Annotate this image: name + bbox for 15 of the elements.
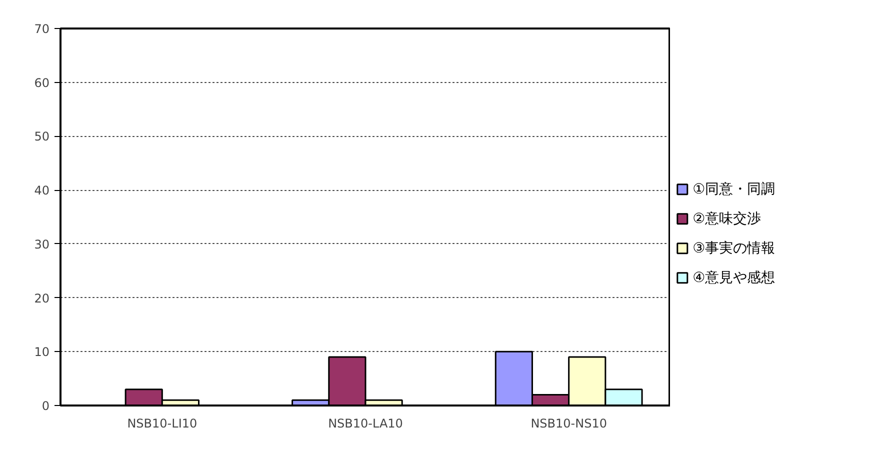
y-tick-label: 50 — [34, 130, 50, 144]
x-tick-label: NSB10-LA10 — [328, 416, 403, 430]
y-tick-label: 0 — [42, 399, 50, 413]
y-tick-label: 20 — [34, 291, 50, 306]
y-tick-label: 40 — [34, 184, 50, 198]
legend-label: ④意見や感想 — [692, 270, 776, 286]
x-tick-label: NSB10-NS10 — [530, 416, 607, 430]
y-tick-label: 30 — [34, 237, 50, 252]
legend-label: ②意味交渉 — [692, 210, 762, 227]
x-tick-label: NSB10-LI10 — [127, 416, 198, 430]
y-tick-label: 70 — [34, 22, 50, 36]
y-tick-label: 10 — [34, 345, 50, 360]
y-tick-label: 60 — [34, 76, 50, 90]
legend-label: ①同意・同調 — [692, 181, 776, 198]
legend-label: ③事実の情報 — [692, 240, 776, 256]
